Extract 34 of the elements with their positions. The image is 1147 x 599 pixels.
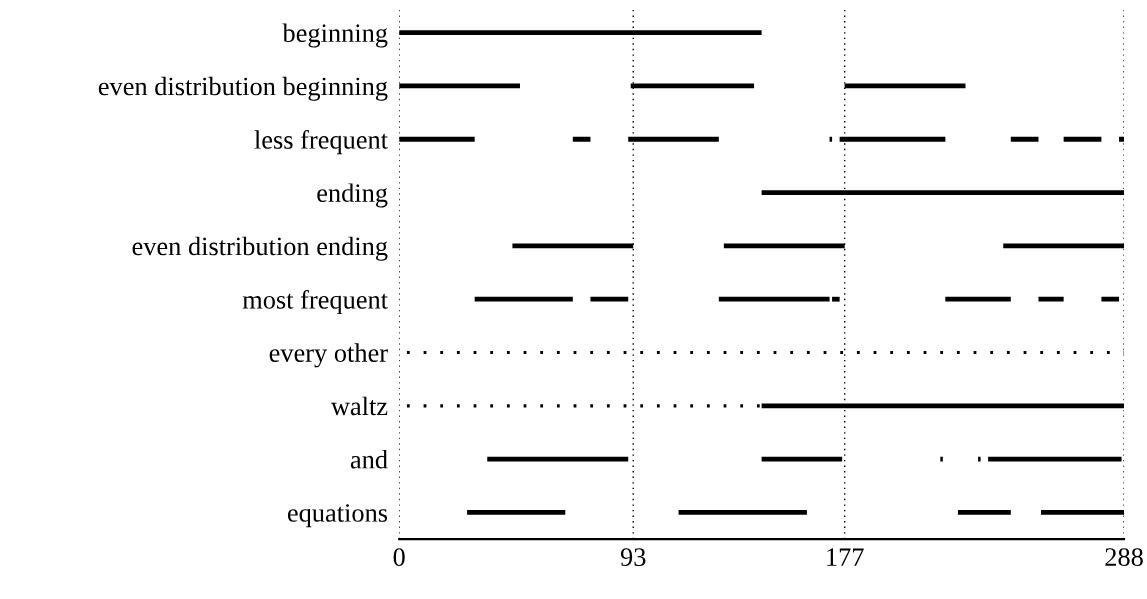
bar	[978, 456, 981, 462]
bar	[572, 136, 591, 142]
bar	[467, 510, 566, 515]
y-tick-label: most frequent	[242, 289, 388, 315]
bar	[761, 403, 1125, 409]
y-tick-label: equations	[287, 504, 388, 528]
bar	[1010, 136, 1039, 142]
bar	[945, 296, 1011, 302]
y-tick-label: even distribution ending	[132, 236, 388, 261]
y-tick-label: less frequent	[254, 129, 388, 155]
bar	[957, 510, 1011, 515]
y-tick-label: beginning	[282, 23, 388, 48]
bar	[718, 296, 830, 302]
y-tick-label: ending	[317, 183, 388, 208]
x-tick-label: 177	[827, 548, 864, 566]
y-tick-label: waltz	[330, 396, 388, 416]
y-tick-label: even distribution beginning	[98, 76, 388, 101]
y-tick-label: and	[350, 449, 388, 469]
bar	[399, 30, 762, 36]
y-tick-label: every other	[269, 343, 388, 368]
bar	[1101, 296, 1120, 302]
bar	[832, 296, 840, 302]
bar	[399, 136, 475, 142]
bar	[1038, 296, 1064, 302]
x-tick-label: 0	[393, 548, 405, 566]
x-tick-label: 93	[620, 548, 646, 566]
bar	[590, 296, 629, 302]
bar	[487, 456, 629, 462]
x-tick-label: 288	[1105, 548, 1143, 566]
bar	[1063, 136, 1102, 142]
bar	[761, 456, 843, 462]
bar	[474, 296, 573, 302]
bar	[940, 456, 943, 462]
bar	[678, 510, 807, 515]
